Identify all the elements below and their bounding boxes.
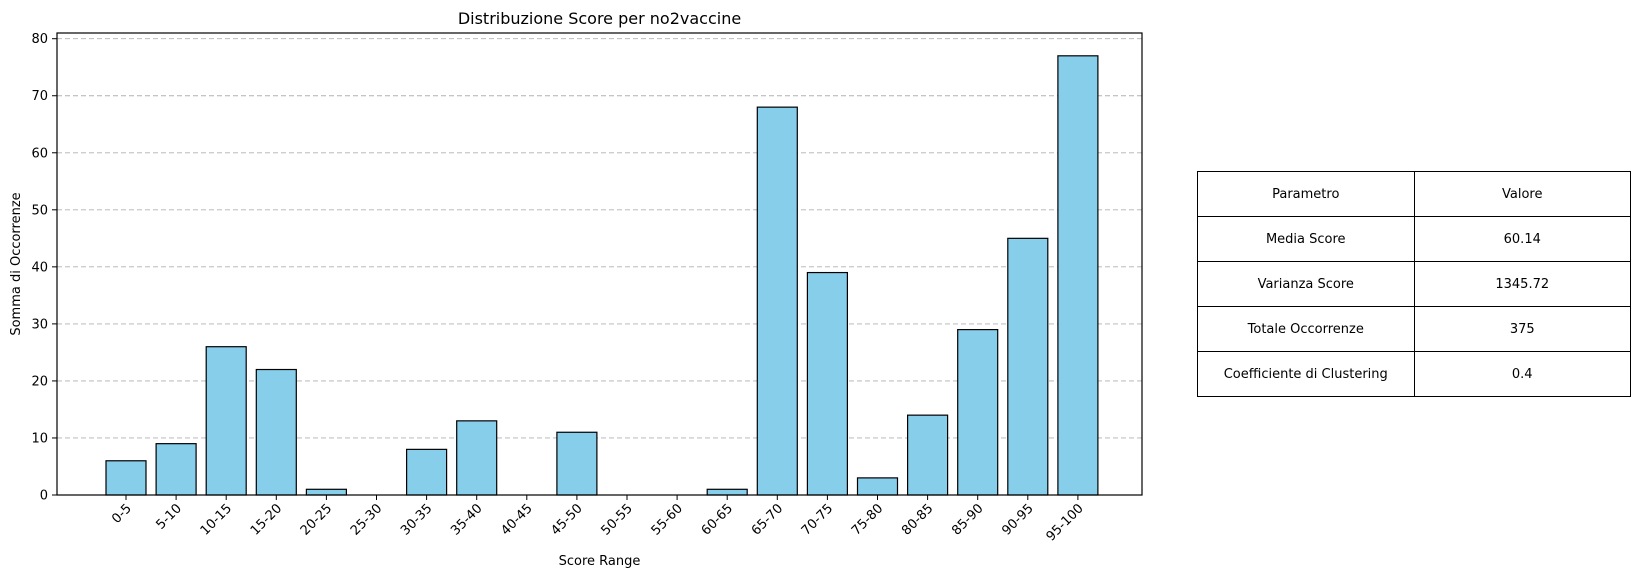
table-row: Varianza Score 1345.72 — [1197, 261, 1631, 307]
table-row: Totale Occorrenze 375 — [1197, 306, 1631, 352]
x-tick-label: 5-10 — [153, 501, 184, 532]
x-tick-label: 60-65 — [699, 501, 736, 538]
plot-frame — [56, 32, 1143, 496]
x-tick-label: 95-100 — [1044, 501, 1087, 544]
bar — [105, 460, 147, 496]
x-tick-label: 85-90 — [949, 501, 986, 538]
x-tick-label: 70-75 — [799, 501, 836, 538]
y-tick-label: 40 — [31, 260, 48, 275]
bar — [205, 346, 247, 496]
bar — [1057, 55, 1099, 496]
y-tick-label: 20 — [31, 374, 48, 389]
table-row: Coefficiente di Clustering 0.4 — [1197, 351, 1631, 397]
y-tick-label: 10 — [31, 431, 48, 446]
table-row: Media Score 60.14 — [1197, 216, 1631, 262]
x-tick-label: 55-60 — [649, 501, 686, 538]
bar — [556, 431, 598, 496]
table-cell-parameter: Coefficiente di Clustering — [1197, 351, 1415, 397]
table-cell-value: 375 — [1413, 306, 1631, 352]
stats-table: Parametro Valore Media Score 60.14 Varia… — [1197, 171, 1631, 397]
x-tick-label: 30-35 — [398, 501, 435, 538]
bar — [155, 443, 197, 496]
table-header-row: Parametro Valore — [1197, 171, 1631, 217]
bar — [305, 488, 347, 496]
y-tick-label: 0 — [40, 489, 48, 504]
table-header-cell: Valore — [1413, 171, 1631, 217]
bar — [456, 420, 498, 496]
y-axis-label: Somma di Occorrenze — [9, 192, 24, 335]
bars — [105, 55, 1099, 496]
x-tick-label: 90-95 — [999, 501, 1036, 538]
x-tick-label: 10-15 — [198, 501, 235, 538]
x-tick-label: 25-30 — [348, 501, 385, 538]
x-tick-label: 50-55 — [599, 501, 636, 538]
chart-title: Distribuzione Score per no2vaccine — [458, 9, 741, 28]
x-axis-label: Score Range — [559, 554, 641, 569]
bar — [856, 477, 899, 496]
table-cell-value: 1345.72 — [1413, 261, 1631, 307]
table-cell-parameter: Media Score — [1197, 216, 1415, 262]
bar — [806, 271, 849, 496]
x-tick-label: 0-5 — [109, 501, 135, 527]
y-tick-label: 30 — [31, 317, 48, 332]
table-cell-parameter: Varianza Score — [1197, 261, 1415, 307]
table-cell-value: 0.4 — [1413, 351, 1631, 397]
bar — [756, 106, 798, 496]
y-tick-label: 50 — [31, 203, 48, 218]
bar — [406, 448, 448, 496]
x-tick-label: 80-85 — [899, 501, 936, 538]
table-header-cell: Parametro — [1197, 171, 1415, 217]
y-tick-label: 60 — [31, 146, 48, 161]
bar — [957, 328, 999, 496]
x-tick-label: 65-70 — [749, 501, 786, 538]
x-tick-label: 40-45 — [498, 501, 535, 538]
y-axis: 0 10 20 30 40 50 60 70 80 — [31, 32, 57, 504]
x-tick-label: 20-25 — [298, 501, 335, 538]
y-tick-label: 80 — [31, 32, 48, 47]
x-tick-label: 45-50 — [548, 501, 585, 538]
x-tick-label: 35-40 — [448, 501, 485, 538]
bar — [1007, 237, 1049, 496]
x-tick-label: 15-20 — [248, 501, 285, 538]
x-axis: 0-5 5-10 10-15 15-20 20-25 25-30 30-35 35-40 40-… — [109, 495, 1087, 544]
y-tick-label: 70 — [31, 89, 48, 104]
x-tick-label: 75-80 — [849, 501, 886, 538]
bar — [906, 414, 949, 496]
table-cell-value: 60.14 — [1413, 216, 1631, 262]
bar — [255, 368, 297, 496]
table-cell-parameter: Totale Occorrenze — [1197, 306, 1415, 352]
bar — [706, 488, 748, 496]
